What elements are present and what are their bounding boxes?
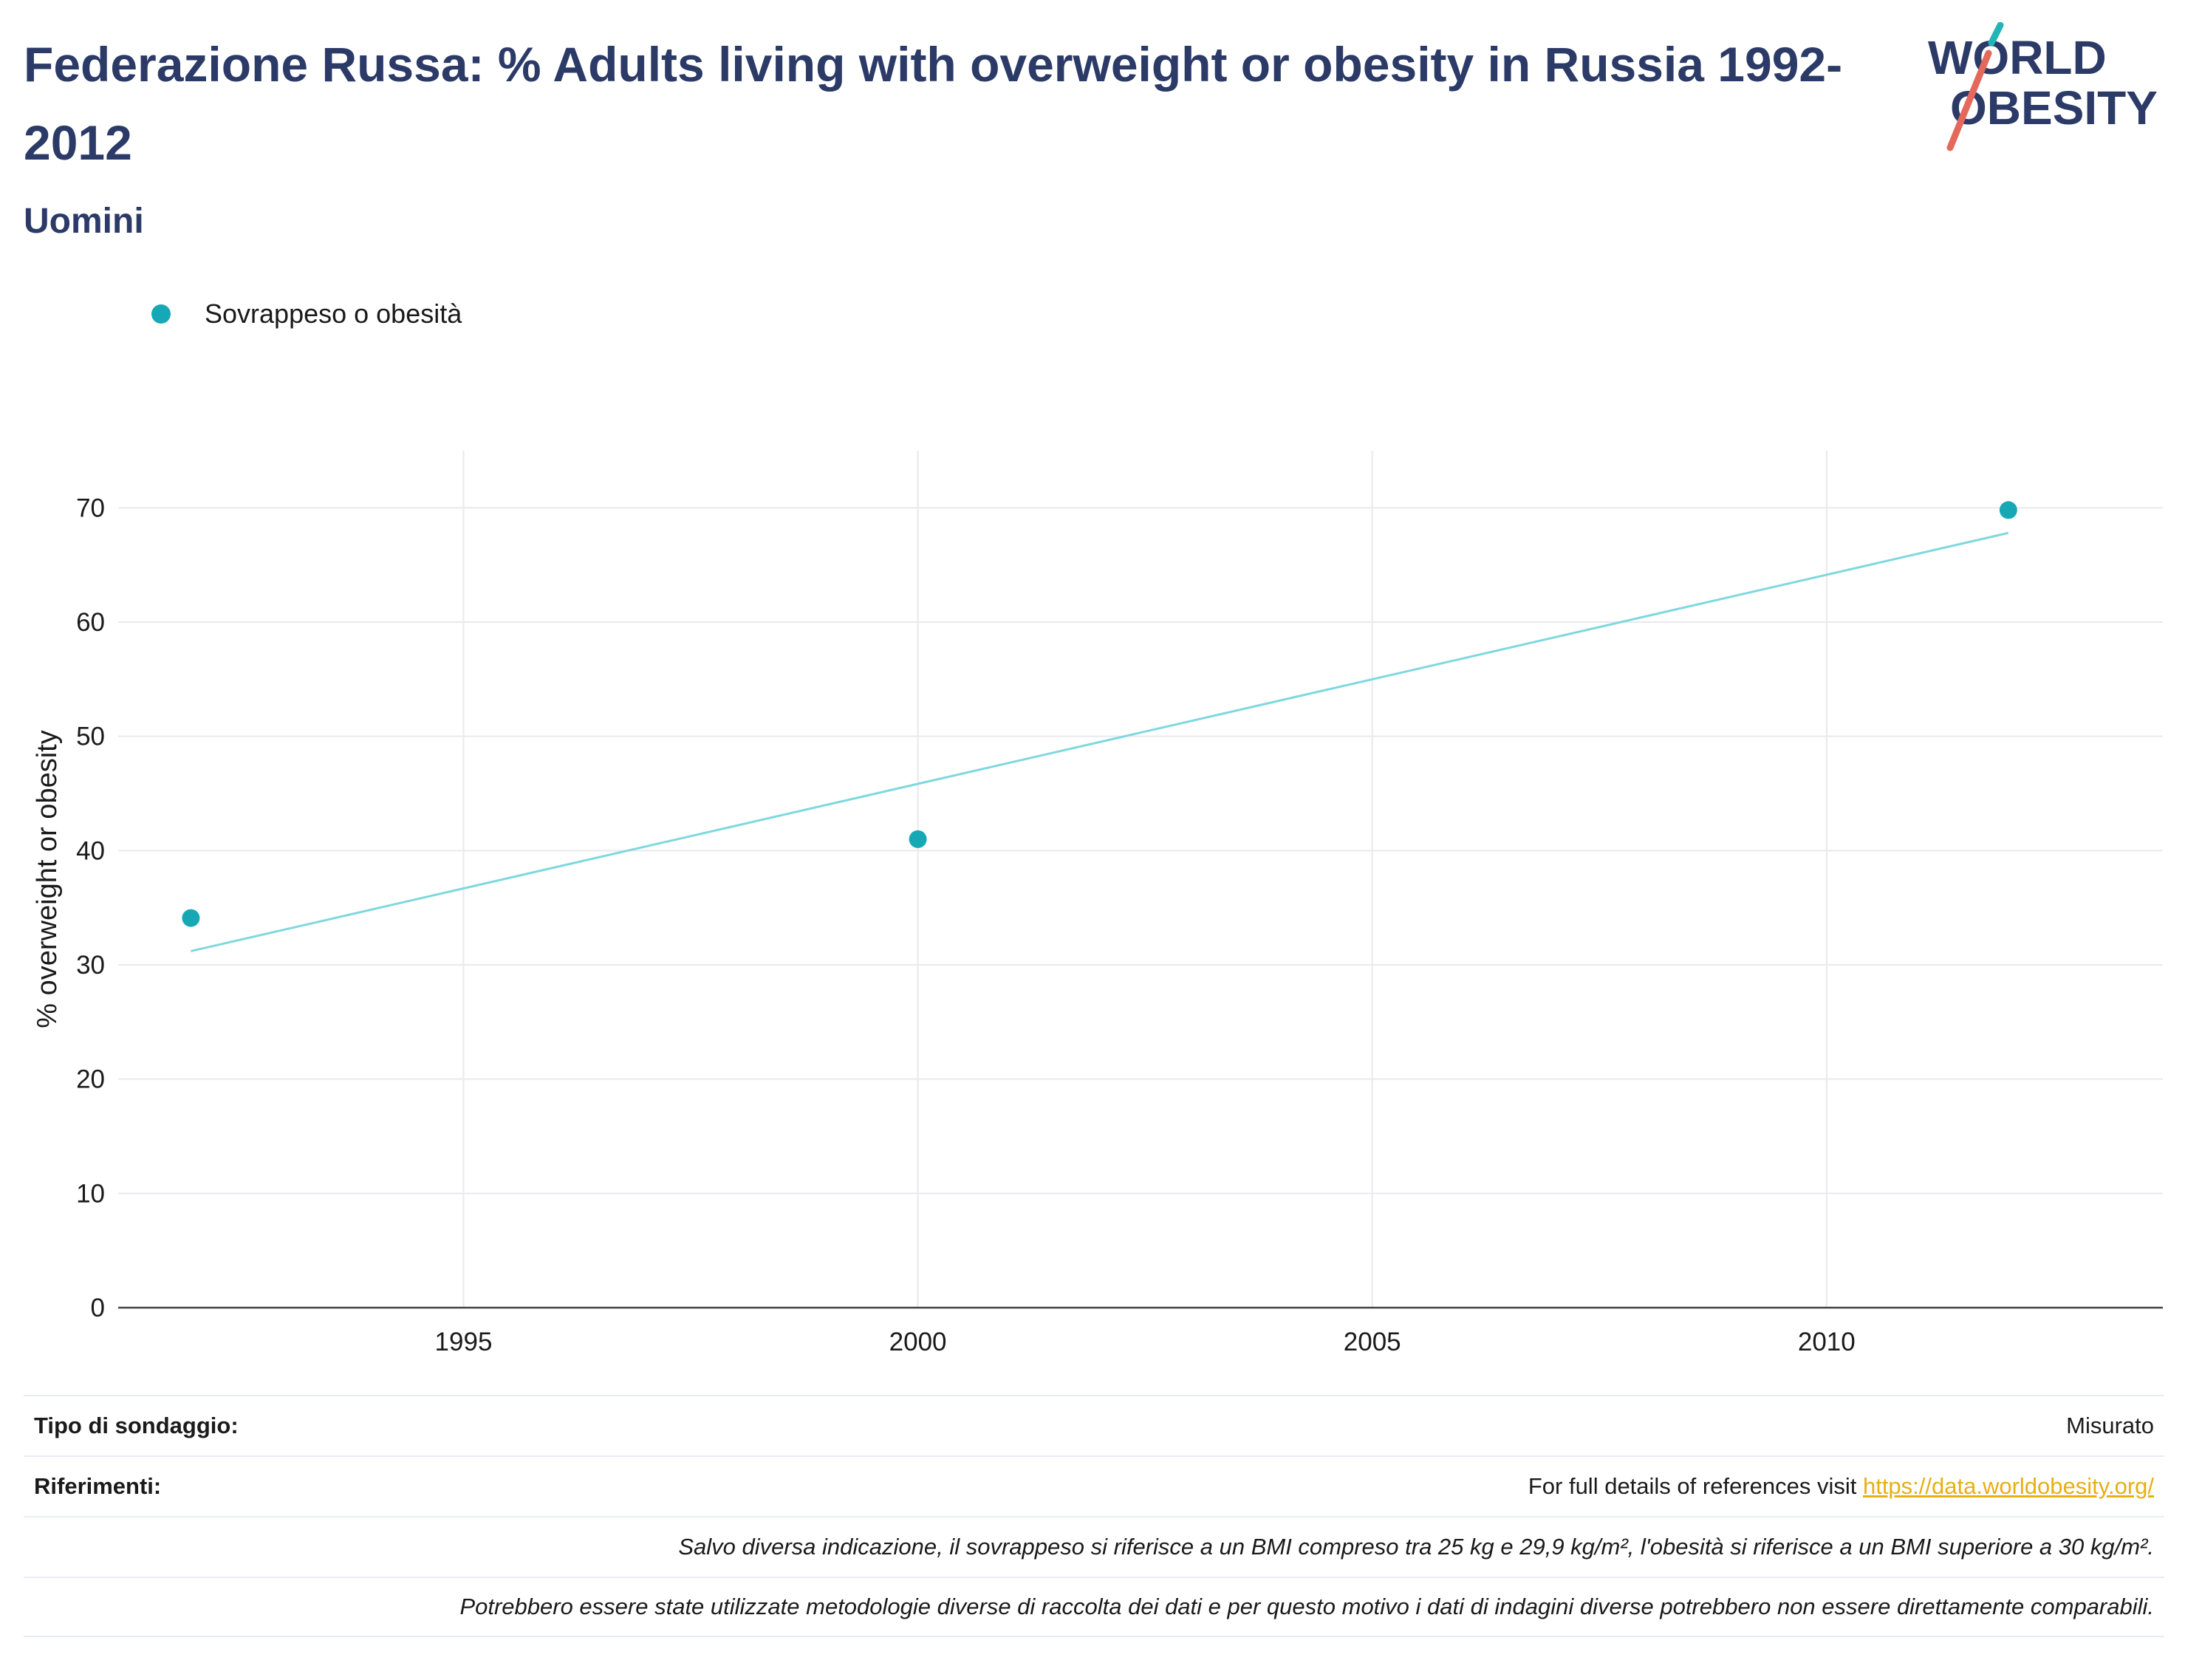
y-tick-label: 70 — [76, 494, 105, 522]
survey-type-value: Misurato — [2066, 1413, 2154, 1438]
chart-area: 0 10 20 30 40 50 60 70 1995 2000 2005 2010 % overwei… — [32, 451, 2163, 1356]
x-tick-label: 1995 — [435, 1328, 493, 1356]
references-text: For full details of references visit — [1528, 1473, 1863, 1499]
logo-line2: OBESITY — [1950, 81, 2158, 134]
y-tick-label: 10 — [76, 1179, 105, 1208]
x-tick-label: 2005 — [1344, 1328, 1401, 1356]
logo-slash-teal — [1988, 22, 2004, 47]
y-tick-label: 40 — [76, 836, 105, 865]
footer-row-references: Riferimenti: For full details of referen… — [24, 1455, 2164, 1516]
y-tick-label: 60 — [76, 608, 105, 637]
data-point — [182, 909, 200, 927]
data-point — [909, 830, 927, 848]
x-tick-label: 2010 — [1798, 1328, 1856, 1356]
survey-type-label: Tipo di sondaggio: — [34, 1413, 239, 1438]
legend-marker-icon — [151, 304, 171, 324]
data-point — [1999, 501, 2017, 519]
footer-row-survey-type: Tipo di sondaggio: Misurato — [24, 1395, 2164, 1455]
y-tick-label: 30 — [76, 951, 105, 980]
chart-subtitle: Uomini — [24, 202, 144, 241]
references-value: For full details of references visit htt… — [1528, 1473, 2154, 1500]
y-axis-title: % overweight or obesity — [32, 730, 63, 1028]
trend-line — [191, 531, 2009, 952]
y-tick-label: 0 — [91, 1294, 105, 1322]
footer-note-bmi: Salvo diversa indicazione, il sovrappeso… — [24, 1516, 2164, 1577]
x-tick-label: 2000 — [889, 1328, 947, 1356]
y-tick-label: 20 — [76, 1065, 105, 1094]
footer-table: Tipo di sondaggio: Misurato Riferimenti:… — [24, 1395, 2164, 1637]
logo-line1: WORLD — [1928, 31, 2107, 84]
footer-note-methodology: Potrebbero essere state utilizzate metod… — [24, 1577, 2164, 1637]
legend-label: Sovrappeso o obesità — [205, 298, 462, 329]
chart-title: Federazione Russa: % Adults living with … — [24, 37, 1843, 170]
references-link[interactable]: https://data.worldobesity.org/ — [1862, 1473, 2154, 1499]
world-obesity-logo: WORLD OBESITY — [1928, 22, 2158, 151]
logo-slash-red — [1946, 49, 1992, 151]
references-label: Riferimenti: — [34, 1473, 162, 1499]
y-tick-label: 50 — [76, 723, 105, 751]
legend[interactable]: Sovrappeso o obesità — [151, 296, 462, 332]
